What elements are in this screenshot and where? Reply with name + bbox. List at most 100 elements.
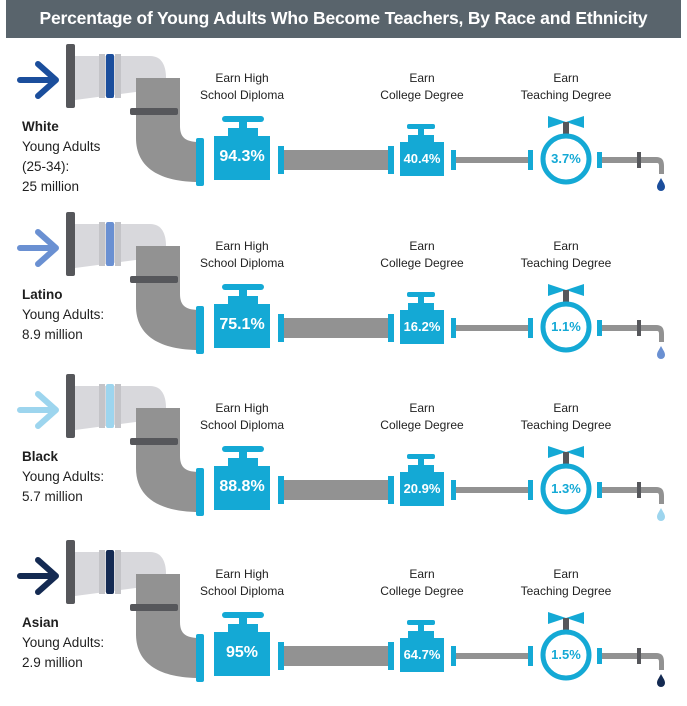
valve-body <box>214 632 270 676</box>
valve-stem <box>418 624 424 632</box>
faucet-spout <box>641 157 664 174</box>
pipeline-graphic <box>17 44 665 191</box>
pipe-segment <box>284 480 388 500</box>
valve-icon <box>214 284 270 348</box>
stage-label-line: Earn <box>409 71 435 85</box>
valve-handle <box>407 454 435 459</box>
pipe-flange <box>597 648 602 664</box>
valve-icon <box>400 620 444 672</box>
faucet-spout <box>641 325 664 342</box>
stage-label: Earn Teaching Degree <box>508 566 624 600</box>
valve-body <box>400 310 444 344</box>
pipe-segment <box>284 150 388 170</box>
faucet-ring <box>637 648 641 664</box>
pipe-segment <box>456 653 528 659</box>
arrow-icon <box>17 557 59 595</box>
faucet-ring <box>637 320 641 336</box>
value-teaching: 1.3% <box>551 481 581 496</box>
stage-label-line: College Degree <box>380 256 464 270</box>
arrow-shape <box>17 61 59 99</box>
pipe-flange <box>278 146 284 174</box>
stage-label-line: Teaching Degree <box>520 418 612 432</box>
stage-label: Earn College Degree <box>366 566 478 600</box>
stage-label-line: Teaching Degree <box>520 584 612 598</box>
arrow-icon <box>17 229 59 267</box>
valve-body <box>400 638 444 672</box>
valve-bonnet <box>228 296 258 304</box>
stage-label-line: Earn High <box>215 401 269 415</box>
faucet-icon <box>637 482 664 504</box>
group-label: Asian Young Adults: 2.9 million <box>22 613 104 673</box>
elbow-pipe <box>136 246 200 350</box>
value-college: 64.7% <box>403 647 441 662</box>
water-drop-icon <box>657 346 665 359</box>
stage-label-line: Earn High <box>215 567 269 581</box>
valve-icon <box>400 124 444 176</box>
inlet-color-band <box>106 550 114 594</box>
elbow-flange <box>196 306 204 354</box>
group-detail-line: Young Adults <box>22 139 101 154</box>
pipeline-row: Black Young Adults: 5.7 million Earn High Sc… <box>0 372 687 540</box>
valve-icon <box>214 446 270 510</box>
stage-label-line: School Diploma <box>199 584 285 598</box>
inlet-ring <box>115 550 121 594</box>
pipeline-row: Latino Young Adults: 8.9 million Earn High S… <box>0 210 687 378</box>
inlet-color-band <box>106 384 114 428</box>
pipe-flange <box>278 642 284 670</box>
group-name: Asian <box>22 615 59 630</box>
stage-label-line: School Diploma <box>199 88 285 102</box>
stage-label-line: College Degree <box>380 88 464 102</box>
faucet-spout <box>641 653 664 670</box>
group-detail-line: 5.7 million <box>22 489 83 504</box>
group-name: Latino <box>22 287 63 302</box>
stage-label: Earn Teaching Degree <box>508 70 624 104</box>
valve-stem <box>239 120 247 130</box>
group-detail-line: 8.9 million <box>22 327 83 342</box>
valve-bonnet <box>408 465 434 472</box>
inlet-flange <box>66 212 75 276</box>
inlet-color-band <box>106 54 114 98</box>
pipe-segment <box>456 157 528 163</box>
stage-label-line: Teaching Degree <box>520 256 612 270</box>
stage-label: Earn College Degree <box>366 238 478 272</box>
pipe-segment <box>602 325 642 331</box>
valve-handle <box>222 116 264 122</box>
pipe-flange <box>451 646 456 666</box>
valve-handle <box>222 446 264 452</box>
valve-handle <box>222 284 264 290</box>
pipe-segment <box>284 646 388 666</box>
value-high-school: 95% <box>225 644 259 661</box>
stage-label-line: College Degree <box>380 584 464 598</box>
valve-stem <box>418 128 424 136</box>
pipe-segment <box>602 653 642 659</box>
valve-stem <box>239 616 247 626</box>
stage-label: Earn High School Diploma <box>196 400 288 434</box>
valve-bonnet <box>228 128 258 136</box>
pipe-flange <box>388 146 394 174</box>
arrow-icon <box>17 61 59 99</box>
stage-label-line: Earn <box>553 239 579 253</box>
pipe-flange <box>528 646 533 666</box>
water-drop-icon <box>657 674 665 687</box>
inlet-ring <box>115 384 121 428</box>
valve-stem <box>418 458 424 466</box>
inlet-ring <box>99 384 105 428</box>
gauge-stem <box>563 122 569 136</box>
arrow-icon <box>17 391 59 429</box>
pipeline-graphic <box>17 540 665 687</box>
faucet-icon <box>637 648 664 670</box>
elbow-pipe <box>136 574 200 678</box>
stage-label: Earn High School Diploma <box>196 70 288 104</box>
stage-label-line: Earn <box>409 401 435 415</box>
faucet-spout <box>641 487 664 504</box>
valve-bonnet <box>408 631 434 638</box>
elbow-ring <box>130 604 178 611</box>
faucet-icon <box>637 152 664 174</box>
stage-label: Earn Teaching Degree <box>508 400 624 434</box>
faucet-icon <box>637 320 664 342</box>
valve-body <box>214 304 270 348</box>
stage-label-line: Earn <box>553 401 579 415</box>
pipe-flange <box>528 150 533 170</box>
pipe-inlet-icon <box>66 212 204 354</box>
page-title: Percentage of Young Adults Who Become Te… <box>39 8 648 28</box>
